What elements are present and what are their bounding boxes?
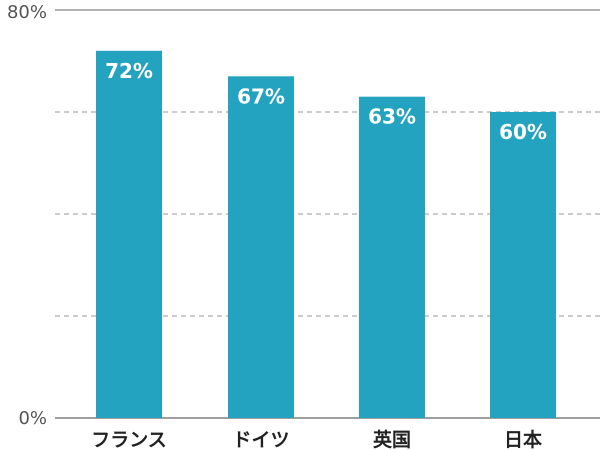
category-label-3: 英国 (373, 428, 411, 450)
data-label-3: 63% (368, 105, 416, 129)
data-label-2: 67% (237, 84, 285, 108)
category-label-1: フランス (91, 429, 167, 450)
labels: 0% 80% 72% フランス 67% ドイツ 63% 英国 60% 日本 (7, 2, 547, 450)
y-tick-label-2: 80% (7, 2, 47, 23)
bar-4 (490, 112, 556, 418)
data-label-1: 72% (105, 59, 153, 83)
category-label-2: ドイツ (232, 429, 289, 450)
category-label-4: 日本 (504, 428, 542, 450)
bar-2 (228, 76, 294, 419)
bars (96, 50, 556, 419)
bar-3 (359, 96, 425, 418)
bar-1 (96, 50, 162, 419)
data-label-4: 60% (499, 120, 547, 144)
y-tick-label-1: 0% (18, 408, 47, 429)
